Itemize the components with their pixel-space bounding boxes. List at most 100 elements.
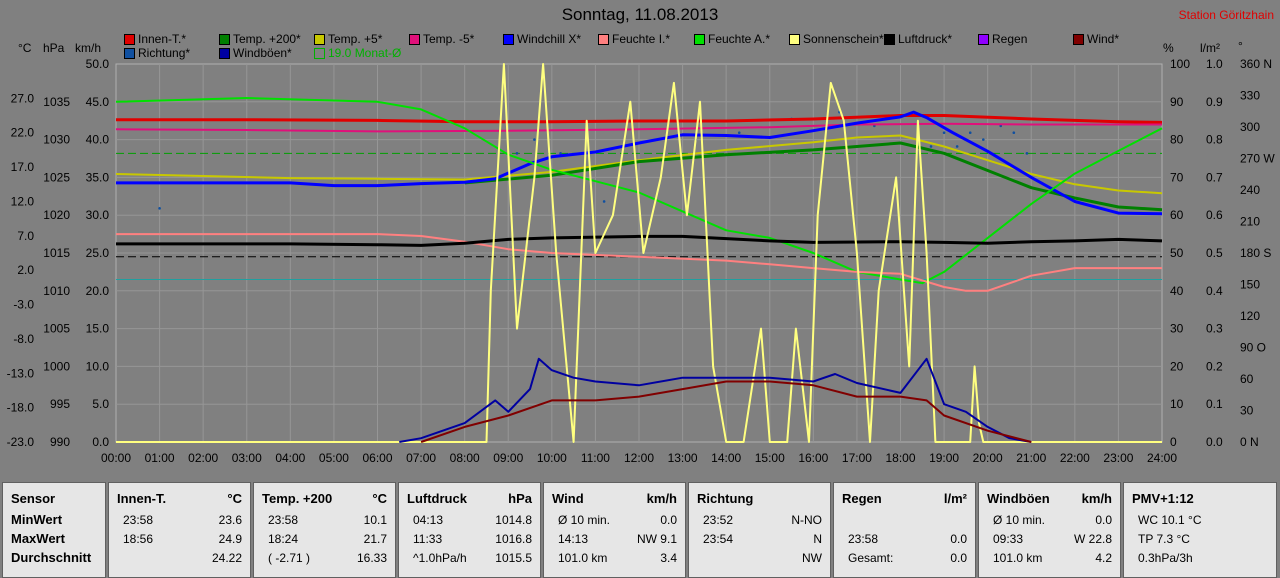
x-tick-label: 01:00: [145, 451, 175, 465]
table-cell-label: 23:58: [268, 513, 299, 527]
table-cell-label: WC 10.1 °C: [1138, 513, 1202, 527]
wind-tick-label: 45.0: [86, 95, 110, 109]
pressure-tick-label: 1010: [43, 284, 70, 298]
x-tick-label: 15:00: [755, 451, 785, 465]
temp-tick-label: 22.0: [11, 126, 35, 140]
legend-swatch: [598, 33, 609, 45]
humidity-tick-label: 100: [1170, 57, 1190, 71]
legend-label: Luftdruck*: [898, 32, 953, 46]
legend-label: Richtung*: [138, 46, 191, 60]
direction-point: [515, 152, 519, 155]
legend-item: Innen-T.*: [124, 32, 186, 46]
legend-swatch: [314, 33, 325, 45]
rain-tick-label: 0.4: [1206, 284, 1223, 298]
x-tick-label: 21:00: [1016, 451, 1046, 465]
pressure-tick-label: 1000: [43, 359, 70, 373]
x-tick-label: 11:00: [581, 451, 610, 465]
legend-swatch: [884, 33, 895, 45]
unit-wind: km/h: [75, 41, 102, 55]
legend-swatch: [789, 33, 800, 45]
legend-item: Temp. +200*: [219, 32, 301, 46]
direction-point: [942, 131, 946, 135]
rain-tick-label: 0.9: [1206, 95, 1223, 109]
temp-tick-label: -13.0: [7, 366, 35, 380]
temp-tick-label: 12.0: [11, 194, 35, 208]
pressure-tick-label: 1030: [43, 133, 70, 147]
table-cell-value: 1014.8: [495, 513, 532, 527]
wind-tick-label: 20.0: [86, 284, 110, 298]
x-tick-label: 09:00: [493, 451, 523, 465]
series-line: [116, 233, 1162, 292]
table-cell-value: 0.0: [660, 513, 677, 527]
table-column: Windböen km/h Ø 10 min. 0.0 09:33 W 22.8 101.0…: [978, 482, 1121, 578]
table-cell-value: 23.6: [218, 513, 242, 527]
pressure-tick-label: 1015: [43, 246, 70, 260]
direction-point: [968, 131, 972, 135]
row-label-column: Sensor MinWert MaxWert Durchschnitt: [2, 482, 106, 578]
x-tick-label: 22:00: [1060, 451, 1090, 465]
temp-tick-label: -23.0: [7, 435, 35, 449]
table-cell-label: 23:52: [703, 513, 734, 527]
rain-tick-label: 0.8: [1206, 133, 1223, 147]
x-tick-label: 05:00: [319, 451, 349, 465]
unit-pressure: hPa: [43, 41, 65, 55]
table-cell-label: 09:33: [993, 532, 1024, 546]
legend-label: Feuchte A.*: [708, 32, 771, 46]
temp-tick-label: 27.0: [11, 91, 35, 105]
legend-label: Innen-T.*: [138, 32, 187, 46]
column-header: Windböen: [987, 491, 1050, 506]
column-header: Regen: [842, 491, 882, 506]
table-cell-value: N: [813, 532, 822, 546]
table-cell-label: Ø 10 min.: [993, 513, 1046, 527]
row-label-avg: Durchschnitt: [11, 550, 92, 565]
table-column: PMV+1:12 WC 10.1 °C TP 7.3 °C 0.3hPa/3h: [1123, 482, 1277, 578]
x-tick-label: 02:00: [188, 451, 218, 465]
table-cell-label: 18:56: [123, 532, 154, 546]
column-unit: l/m²: [943, 491, 967, 506]
table-column: Luftdruck hPa 04:13 1014.8 11:33 1016.8 ^1.0hP…: [398, 482, 541, 578]
column-header: Temp. +200: [262, 491, 333, 506]
legend-swatch: [219, 33, 230, 45]
x-tick-label: 00:00: [101, 451, 131, 465]
table-cell-label: ( -2.71 ): [268, 551, 311, 565]
legend-label: Temp. +5*: [328, 32, 383, 46]
x-tick-label: 17:00: [842, 451, 872, 465]
x-tick-label: 20:00: [973, 451, 1003, 465]
wind-tick-label: 5.0: [92, 397, 109, 411]
column-header: Innen-T.: [117, 491, 167, 506]
table-cell-value: 1015.5: [495, 551, 532, 565]
column-unit: km/h: [1081, 491, 1112, 506]
wind-tick-label: 10.0: [86, 359, 110, 373]
humidity-tick-label: 10: [1170, 397, 1184, 411]
table-cell-label: 18:24: [268, 532, 299, 546]
direction-tick-label: 30: [1240, 404, 1254, 418]
direction-tick-label: 0 N: [1240, 435, 1259, 449]
pressure-tick-label: 990: [50, 435, 70, 449]
direction-point: [158, 207, 161, 210]
column-unit: °C: [227, 491, 242, 506]
table-cell-value: 0.0: [1095, 513, 1112, 527]
direction-tick-label: 90 O: [1240, 341, 1266, 355]
unit-rain: l/m²: [1200, 41, 1220, 55]
pressure-tick-label: 1025: [43, 170, 70, 184]
column-header: Luftdruck: [407, 491, 467, 506]
temp-tick-label: 7.0: [17, 229, 34, 243]
x-tick-label: 18:00: [885, 451, 915, 465]
series-line: [464, 141, 1163, 212]
legend-item: Wind*: [1073, 32, 1119, 46]
table-cell-value: W 22.8: [1073, 532, 1112, 546]
column-header: Wind: [552, 491, 584, 506]
table-cell-label: 04:13: [413, 513, 444, 527]
wind-tick-label: 0.0: [92, 435, 109, 449]
legend-swatch: [124, 47, 135, 59]
row-label-max: MaxWert: [11, 531, 65, 546]
series-line: [116, 63, 1162, 443]
x-tick-label: 08:00: [450, 451, 480, 465]
rain-tick-label: 0.1: [1206, 397, 1223, 411]
humidity-tick-label: 60: [1170, 208, 1184, 222]
table-column: Richtung 23:52 N-NO 23:54 N NW: [688, 482, 831, 578]
series-line: [399, 357, 1032, 443]
table-cell-value: 16.33: [356, 551, 387, 565]
direction-point: [955, 145, 959, 148]
series-line: [115, 97, 1163, 285]
